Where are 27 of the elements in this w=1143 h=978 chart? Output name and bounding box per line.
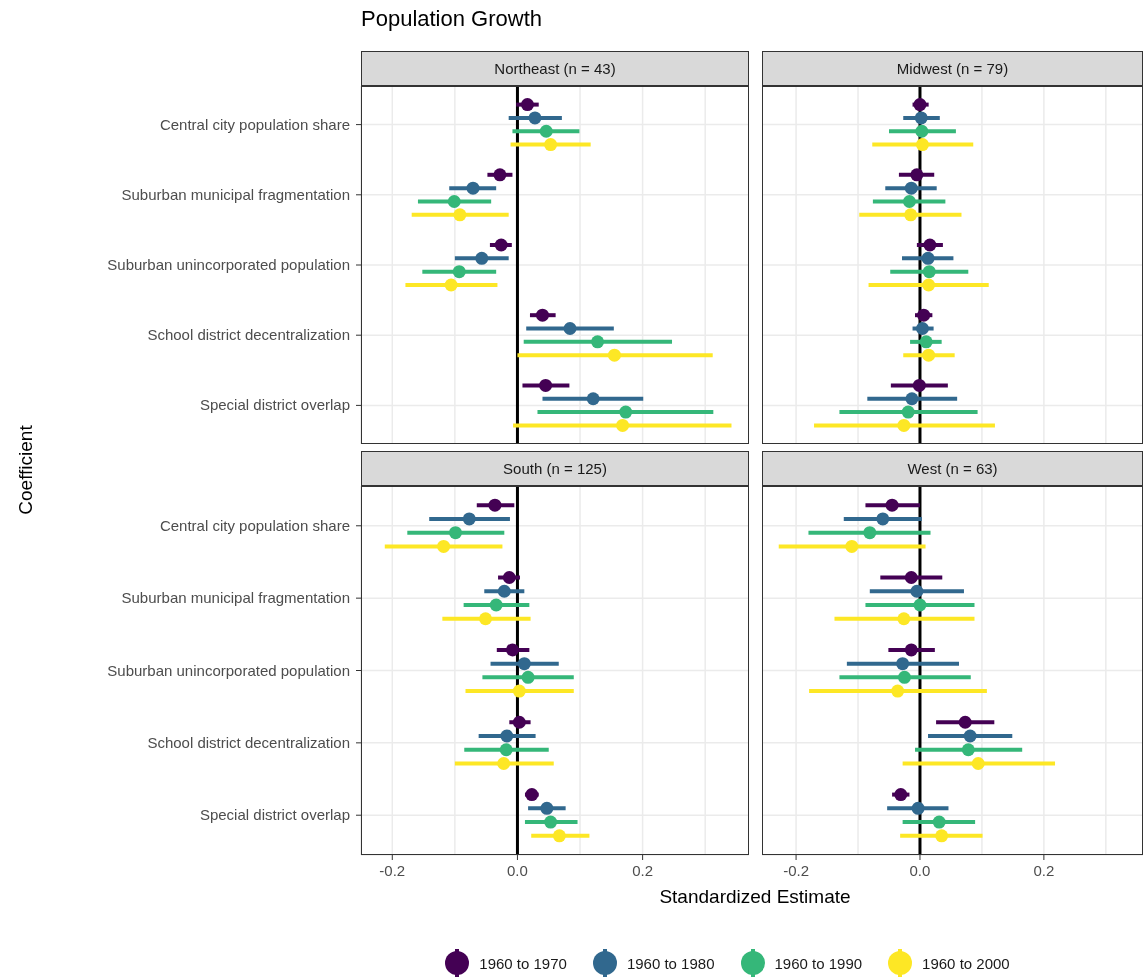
chart-title: Population Growth (361, 6, 542, 32)
legend-label: 1960 to 1990 (774, 954, 863, 972)
legend-label: 1960 to 2000 (922, 954, 1010, 972)
y-tick-label: Suburban municipal fragmentation (121, 185, 350, 203)
y-tick-label: Central city population share (159, 516, 350, 534)
x-tick-label: 0.0 (507, 862, 528, 879)
y-tick-label: Special district overlap (199, 396, 350, 414)
chart-subtitle: Northeast (n = 43) (361, 51, 749, 86)
x-tick-label: 0.2 (1033, 862, 1055, 879)
y-tick-label: Special district overlap (199, 806, 350, 824)
chart-subtitle: West (n = 63) (762, 451, 1143, 486)
x-tick-label: -0.2 (379, 862, 406, 879)
legend-label: 1960 to 1980 (626, 954, 715, 972)
y-tick-label: School district decentralization (147, 733, 350, 751)
x-tick-label: 0.0 (909, 862, 931, 879)
x-tick-label: -0.2 (783, 862, 809, 879)
y-tick-label: Suburban unincorporated population (107, 256, 350, 273)
chart-subtitle: South (n = 125) (361, 451, 749, 486)
y-tick-label: Suburban municipal fragmentation (121, 589, 350, 607)
legend-label: 1960 to 1970 (479, 954, 567, 972)
chart-subtitle: Midwest (n = 79) (762, 51, 1143, 86)
x-axis-title: Standardized Estimate (659, 886, 851, 908)
y-tick-label: Suburban unincorporated population (107, 661, 350, 679)
y-tick-label: Central city population share (159, 115, 350, 133)
y-axis-title: Coefficient (15, 425, 37, 515)
y-tick-label: School district decentralization (147, 326, 350, 344)
x-tick-label: 0.2 (632, 862, 654, 879)
